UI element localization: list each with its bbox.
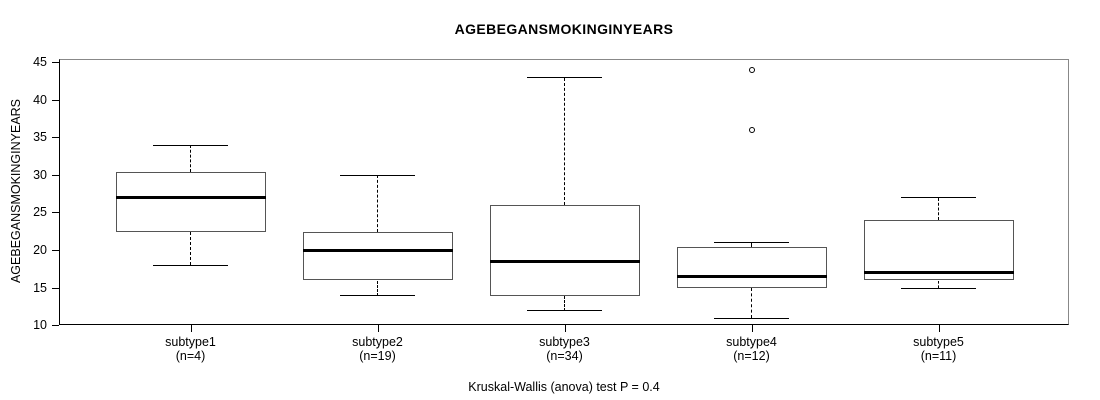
median-line-subtype5 bbox=[863, 271, 1014, 275]
whisker-cap-lower-subtype3 bbox=[527, 310, 602, 312]
y-axis-tick-label: 30 bbox=[33, 167, 47, 182]
y-axis-tick bbox=[52, 212, 59, 214]
whisker-lower-subtype1 bbox=[190, 231, 191, 266]
y-axis-tick bbox=[52, 137, 59, 139]
median-line-subtype2 bbox=[302, 248, 453, 252]
y-axis-tick-label: 10 bbox=[33, 318, 47, 333]
category-label-subtype2: subtype2 (n=19) bbox=[298, 335, 458, 363]
category-name: subtype3 bbox=[539, 334, 590, 349]
category-count: (n=34) bbox=[546, 348, 583, 363]
whisker-upper-subtype2 bbox=[377, 175, 378, 232]
y-axis-tick bbox=[52, 249, 59, 251]
whisker-lower-subtype3 bbox=[564, 295, 565, 311]
whisker-upper-subtype4 bbox=[751, 242, 752, 247]
x-axis-tick bbox=[751, 324, 753, 332]
median-line-subtype1 bbox=[115, 196, 266, 200]
category-name: subtype5 bbox=[913, 334, 964, 349]
whisker-upper-subtype3 bbox=[564, 77, 565, 206]
y-axis-label: AGEBEGANSMOKINGINYEARS bbox=[9, 98, 23, 284]
outlier-point-subtype4 bbox=[748, 127, 755, 134]
category-count: (n=11) bbox=[920, 348, 957, 363]
whisker-cap-lower-subtype4 bbox=[714, 317, 789, 319]
outlier-point-subtype4 bbox=[748, 67, 755, 74]
x-axis-tick bbox=[564, 324, 566, 332]
iqr-box-subtype4 bbox=[676, 246, 827, 288]
category-name: subtype2 bbox=[352, 334, 403, 349]
y-axis-tick bbox=[52, 325, 59, 327]
category-label-subtype3: subtype3 (n=34) bbox=[485, 335, 645, 363]
whisker-cap-upper-subtype4 bbox=[714, 242, 789, 244]
y-axis-tick-label: 25 bbox=[33, 205, 47, 220]
category-label-subtype1: subtype1 (n=4) bbox=[111, 335, 271, 363]
x-axis-tick bbox=[377, 324, 379, 332]
category-count: (n=4) bbox=[175, 348, 206, 363]
category-label-subtype5: subtype5 (n=11) bbox=[859, 335, 1019, 363]
whisker-lower-subtype2 bbox=[377, 280, 378, 296]
y-axis-tick-label: 15 bbox=[33, 280, 47, 295]
y-axis-tick bbox=[52, 174, 59, 176]
y-axis-tick-label: 20 bbox=[33, 242, 47, 257]
category-count: (n=19) bbox=[359, 348, 396, 363]
y-axis-tick-label: 40 bbox=[33, 92, 47, 107]
x-axis-tick bbox=[190, 324, 192, 332]
whisker-upper-subtype5 bbox=[938, 197, 939, 221]
stat-test-footnote: Kruskal-Wallis (anova) test P = 0.4 bbox=[468, 380, 660, 394]
iqr-box-subtype1 bbox=[115, 171, 266, 232]
iqr-box-subtype5 bbox=[863, 220, 1014, 281]
iqr-box-subtype3 bbox=[489, 205, 640, 296]
category-label-subtype4: subtype4 (n=12) bbox=[672, 335, 832, 363]
whisker-lower-subtype5 bbox=[938, 280, 939, 288]
iqr-box-subtype2 bbox=[302, 231, 453, 281]
whisker-cap-upper-subtype5 bbox=[901, 197, 976, 199]
y-axis-tick bbox=[52, 287, 59, 289]
whisker-cap-lower-subtype5 bbox=[901, 287, 976, 289]
whisker-cap-upper-subtype2 bbox=[340, 174, 415, 176]
whisker-cap-lower-subtype2 bbox=[340, 295, 415, 297]
whisker-upper-subtype1 bbox=[190, 145, 191, 172]
y-axis-tick bbox=[52, 62, 59, 64]
y-axis-tick-label: 35 bbox=[33, 130, 47, 145]
whisker-cap-upper-subtype1 bbox=[153, 144, 228, 146]
chart-title: AGEBEGANSMOKINGINYEARS bbox=[454, 21, 674, 37]
whisker-cap-upper-subtype3 bbox=[527, 77, 602, 79]
median-line-subtype4 bbox=[676, 275, 827, 279]
median-line-subtype3 bbox=[489, 260, 640, 264]
y-axis-tick bbox=[52, 99, 59, 101]
category-name: subtype1 bbox=[165, 334, 216, 349]
whisker-lower-subtype4 bbox=[751, 288, 752, 319]
category-name: subtype4 bbox=[726, 334, 777, 349]
whisker-cap-lower-subtype1 bbox=[153, 264, 228, 266]
x-axis-tick bbox=[938, 324, 940, 332]
category-count: (n=12) bbox=[733, 348, 770, 363]
y-axis-tick-label: 45 bbox=[33, 55, 47, 70]
